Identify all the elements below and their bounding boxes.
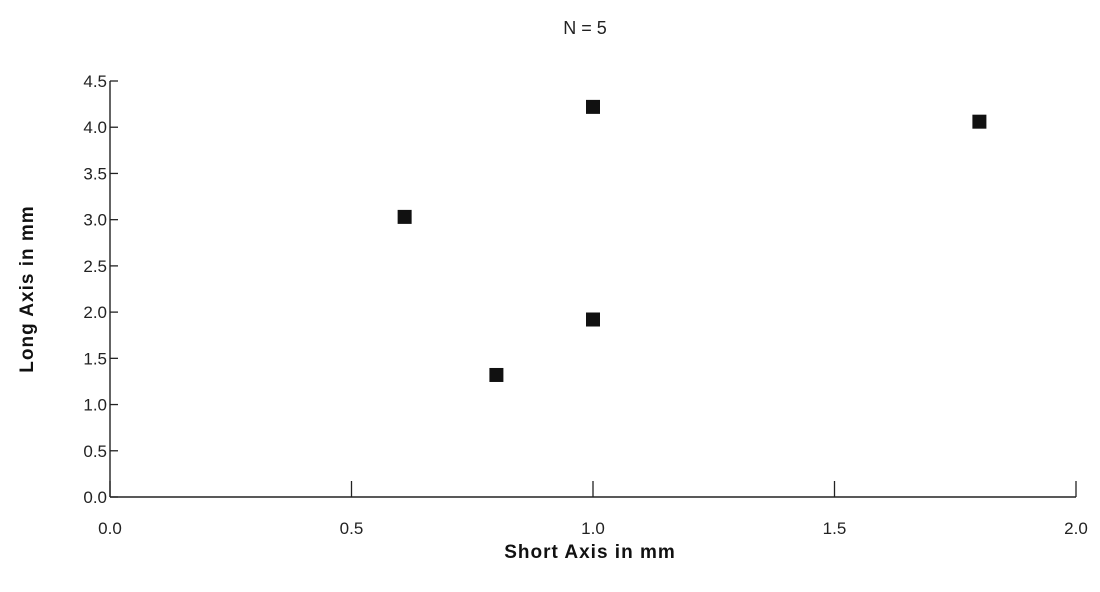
data-points [397, 99, 987, 382]
x-axis-title: Short Axis in mm [504, 542, 676, 563]
y-tick-label: 3.5 [83, 164, 107, 183]
axes [109, 81, 1076, 498]
y-axis-title: Long Axis in mm [17, 205, 38, 372]
y-tick-label: 1.0 [83, 396, 107, 415]
data-point [397, 209, 412, 224]
x-ticks: 0.0 0.5 1.0 1.5 2.0 [98, 481, 1088, 538]
y-tick-label: 0.5 [83, 442, 107, 461]
data-point [972, 114, 987, 129]
x-tick-label: 0.0 [98, 519, 122, 538]
y-tick-label: 2.0 [83, 303, 107, 322]
x-tick-label: 2.0 [1064, 519, 1088, 538]
y-tick-label: 2.5 [83, 257, 107, 276]
y-tick-label: 4.5 [83, 72, 107, 91]
y-tick-label: 1.5 [83, 349, 107, 368]
x-tick-label: 1.0 [581, 519, 605, 538]
x-tick-label: 1.5 [823, 519, 847, 538]
data-point [586, 99, 600, 114]
y-ticks: 0.0 0.5 1.0 1.5 2.0 2.5 3.0 3.5 4.0 4.5 [83, 72, 118, 507]
chart-title: N = 5 [563, 18, 607, 38]
y-tick-label: 3.0 [83, 211, 107, 230]
data-point [586, 312, 600, 327]
y-tick-label: 0.0 [83, 488, 107, 507]
data-point [489, 367, 504, 382]
x-tick-label: 0.5 [340, 519, 364, 538]
y-tick-label: 4.0 [83, 118, 107, 137]
